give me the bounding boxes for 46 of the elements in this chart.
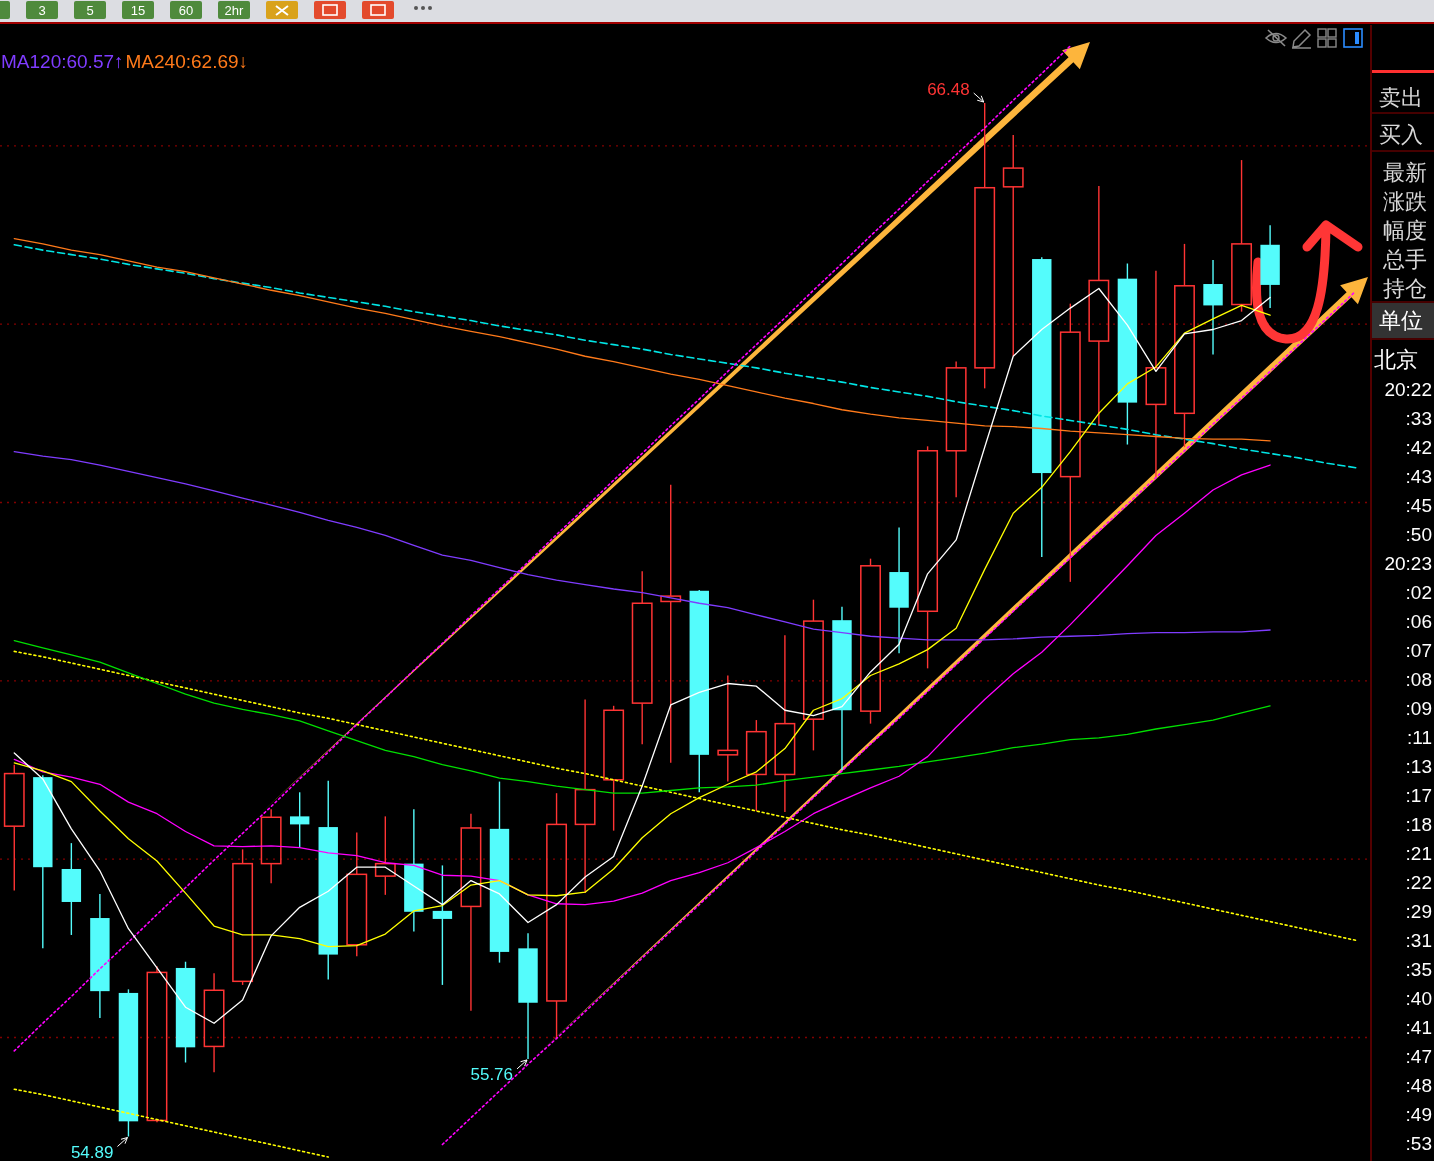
text: :18 [1405,814,1432,835]
text: 涨跌 [1383,189,1427,214]
text: 60 [178,3,194,18]
text: :35 [1405,959,1432,980]
text: 买入 [1379,122,1423,147]
text: :47 [1405,1046,1432,1067]
text: 20:22 [1384,379,1432,400]
text: :53 [1405,1133,1432,1154]
text: 5 [86,3,94,18]
text: :08 [1405,669,1432,690]
text: :11 [1406,727,1432,748]
text: :49 [1405,1104,1432,1125]
text: :45 [1405,495,1432,516]
text: :41 [1405,1017,1432,1038]
text: :29 [1405,901,1432,922]
text: :40 [1405,988,1432,1009]
text: 15 [130,3,146,18]
text: 总手 [1382,247,1427,272]
text: :31 [1405,930,1432,951]
text: 54.89 [70,1142,114,1161]
text: :43 [1405,466,1432,487]
text: :33 [1405,408,1432,429]
text: :07 [1405,640,1432,661]
text: 最新 [1383,160,1427,185]
text: 持仓 [1383,276,1427,301]
annotation: 55.76 [470,1064,514,1084]
text: 3 [38,3,46,18]
text: :02 [1405,582,1432,603]
text: 2hr [224,3,245,18]
text: 幅度 [1383,218,1427,243]
text: 北京 [1374,347,1418,372]
text: :22 [1405,872,1432,893]
text: :21 [1405,843,1432,864]
text: :13 [1405,756,1432,777]
text: :09 [1405,698,1432,719]
legend: MA120:60.57↑ [1,51,124,72]
text: 单位 [1379,308,1423,333]
text: :48 [1405,1075,1432,1096]
text: :42 [1405,437,1432,458]
text: :50 [1405,524,1432,545]
legend: MA240:62.69↓ [125,51,249,72]
text: 20:23 [1384,553,1432,574]
text: :06 [1405,611,1432,632]
text: 卖出 [1379,85,1423,110]
text: :17 [1405,785,1432,806]
text: 66.48 [927,80,970,99]
